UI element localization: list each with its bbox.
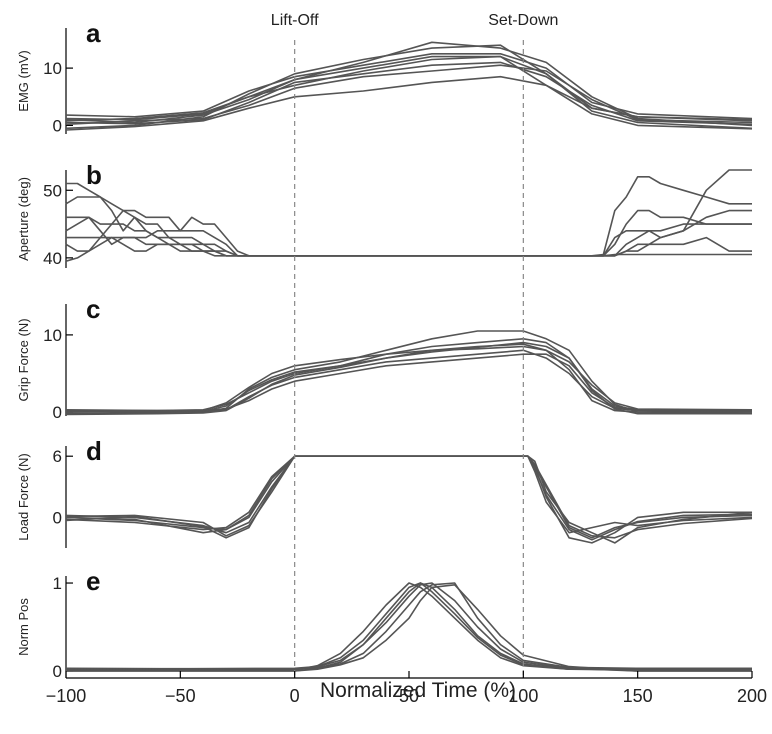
series-line-c-4 (65, 353, 752, 412)
series-line-a-2 (65, 61, 753, 126)
event-markers: Lift-Off Set-Down (271, 12, 558, 678)
series-line-e-5 (66, 584, 752, 672)
series-line-b-6 (65, 209, 752, 262)
y-tick-label: 0 (53, 403, 62, 422)
panel-letter: b (86, 160, 102, 190)
series-line-b-2 (65, 196, 752, 257)
y-tick-label: 0 (53, 508, 62, 527)
panel-c: 0 10 Grip Force (N) c (16, 294, 753, 422)
panel-d: 0 6 Load Force (N) d (16, 436, 753, 548)
panel-e: 0 1 Norm Pos e (16, 566, 752, 681)
series-line-b-4 (65, 169, 752, 257)
marker-label: Lift-Off (271, 12, 319, 29)
series-line-a-4 (65, 53, 753, 120)
y-tick-label: 10 (43, 59, 62, 78)
marker-label: Set-Down (488, 12, 558, 29)
x-tick-label: 150 (623, 686, 653, 706)
panel-letter: c (86, 294, 100, 324)
y-tick-label: 1 (53, 574, 62, 593)
panel-b: 40 50 Aperture (deg) b (16, 160, 752, 268)
series-line-a-6 (65, 41, 753, 127)
y-axis-label: Grip Force (N) (16, 318, 31, 401)
y-tick-label: 0 (53, 116, 62, 135)
x-tick-label: −100 (46, 686, 87, 706)
y-tick-label: 50 (43, 181, 62, 200)
y-axis-label: EMG (mV) (16, 50, 31, 111)
panel-a: 0 10 EMG (mV) a (16, 18, 753, 135)
y-axis-label: Load Force (N) (16, 453, 31, 540)
y-axis-label: Aperture (deg) (16, 177, 31, 261)
series-line-c-7 (65, 341, 752, 416)
x-tick-label: 50 (399, 686, 419, 706)
series-line-c-6 (65, 345, 753, 413)
x-axis: −100 −50 0 50 100 150 200 (46, 671, 767, 706)
y-tick-label: 0 (53, 662, 62, 681)
y-tick-label: 6 (53, 447, 62, 466)
series-line-e-2 (66, 582, 752, 672)
y-tick-label: 40 (43, 249, 62, 268)
series-line-a-8 (65, 55, 753, 122)
series-line-a-5 (65, 64, 753, 126)
series-line-d-6 (65, 455, 753, 541)
x-tick-label: 0 (290, 686, 300, 706)
series-line-e-6 (65, 582, 752, 670)
series-line-d-4 (65, 455, 752, 544)
y-tick-label: 10 (43, 326, 62, 345)
x-tick-label: 200 (737, 686, 767, 706)
x-tick-label: 100 (508, 686, 538, 706)
x-axis-label: Normalized Time (%) (320, 679, 516, 702)
series-line-b-5 (66, 216, 752, 257)
series-line-d-2 (65, 455, 753, 544)
series-line-c-1 (65, 349, 753, 413)
series-line-a-1 (65, 55, 753, 122)
series-line-a-7 (65, 75, 753, 131)
series-line-c-3 (65, 330, 753, 415)
panel-letter: e (86, 566, 100, 596)
panel-letter: a (86, 18, 101, 48)
series-line-c-2 (66, 338, 753, 412)
x-tick-label: −50 (165, 686, 196, 706)
panel-letter: d (86, 436, 102, 466)
y-axis-label: Norm Pos (16, 598, 31, 656)
series-line-b-7 (66, 236, 752, 257)
